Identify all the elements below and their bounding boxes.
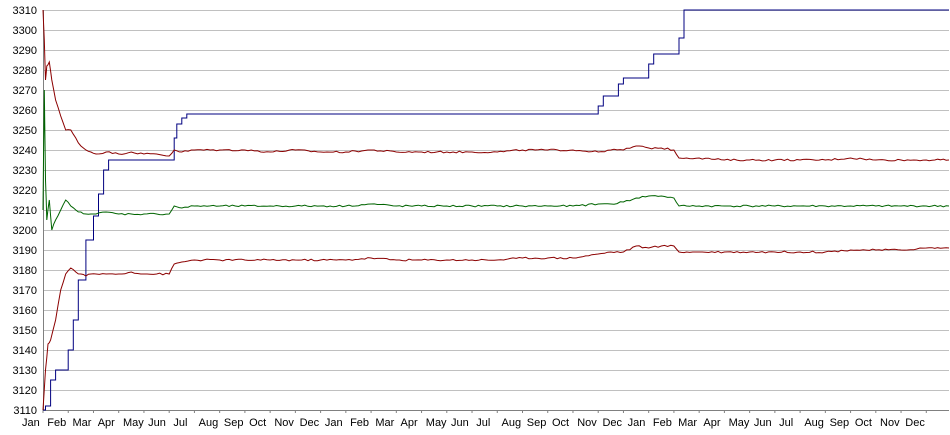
x-tick-label: Jun bbox=[148, 417, 166, 429]
x-tick-label: Feb bbox=[350, 417, 369, 429]
y-tick-label: 3110 bbox=[13, 405, 37, 417]
x-tick-label: May bbox=[123, 417, 144, 429]
x-tick-label: Aug bbox=[199, 417, 219, 429]
x-tick-label: Sep bbox=[527, 417, 547, 429]
x-tick-label: Apr bbox=[703, 417, 720, 429]
y-tick-label: 3310 bbox=[13, 5, 37, 17]
x-tick-label: Jan bbox=[22, 417, 40, 429]
x-tick-label: Apr bbox=[401, 417, 418, 429]
x-tick-label: Dec bbox=[300, 417, 320, 429]
y-tick-label: 3120 bbox=[13, 385, 37, 397]
y-tick-label: 3160 bbox=[13, 305, 37, 317]
y-tick-label: 3240 bbox=[13, 145, 37, 157]
x-tick-label: Jan bbox=[325, 417, 343, 429]
x-tick-label: Jul bbox=[476, 417, 490, 429]
y-tick-label: 3230 bbox=[13, 165, 37, 177]
x-tick-label: Mar bbox=[678, 417, 697, 429]
x-tick-label: Apr bbox=[98, 417, 115, 429]
y-tick-label: 3170 bbox=[13, 285, 37, 297]
x-axis: Jan Feb Mar Apr May Jun Jul Aug Sep Oct Nov Dec Jan F… bbox=[22, 410, 949, 429]
x-tick-label: Jul bbox=[173, 417, 187, 429]
x-tick-label: Jun bbox=[754, 417, 772, 429]
x-tick-label: Jul bbox=[779, 417, 793, 429]
y-tick-label: 3200 bbox=[13, 225, 37, 237]
x-tick-label: Dec bbox=[905, 417, 925, 429]
y-tick-label: 3180 bbox=[13, 265, 37, 277]
x-tick-label: Jun bbox=[451, 417, 469, 429]
x-tick-label: Oct bbox=[249, 417, 266, 429]
x-tick-label: Oct bbox=[855, 417, 872, 429]
series-line-1 bbox=[43, 9, 949, 411]
x-tick-label: Mar bbox=[72, 417, 91, 429]
series-line-4 bbox=[42, 244, 950, 411]
y-tick-label: 3250 bbox=[13, 125, 37, 137]
x-tick-label: Sep bbox=[224, 417, 244, 429]
y-tick-label: 3290 bbox=[13, 45, 37, 57]
y-axis: 3110 3120 3130 3140 3150 3160 3170 3180 3190 3200… bbox=[13, 5, 44, 417]
x-tick-label: Oct bbox=[552, 417, 569, 429]
series-line-3 bbox=[42, 89, 950, 231]
x-tick-label: Feb bbox=[653, 417, 672, 429]
x-tick-label: Sep bbox=[830, 417, 850, 429]
y-tick-label: 3270 bbox=[13, 85, 37, 97]
x-tick-label: Feb bbox=[47, 417, 66, 429]
y-tick-label: 3260 bbox=[13, 105, 37, 117]
y-tick-label: 3140 bbox=[13, 345, 37, 357]
x-tick-label: Mar bbox=[375, 417, 394, 429]
x-tick-label: May bbox=[729, 417, 750, 429]
y-tick-label: 3300 bbox=[13, 25, 37, 37]
x-tick-label: Nov bbox=[880, 417, 900, 429]
x-tick-label: May bbox=[426, 417, 447, 429]
y-tick-label: 3190 bbox=[13, 245, 37, 257]
y-tick-label: 3150 bbox=[13, 325, 37, 337]
gridlines bbox=[43, 10, 949, 411]
y-tick-label: 3280 bbox=[13, 65, 37, 77]
y-tick-label: 3130 bbox=[13, 365, 37, 377]
x-tick-label: Aug bbox=[804, 417, 824, 429]
x-tick-label: Aug bbox=[501, 417, 521, 429]
x-tick-label: Jan bbox=[628, 417, 646, 429]
y-tick-label: 3210 bbox=[13, 205, 37, 217]
x-tick-label: Nov bbox=[274, 417, 294, 429]
series-line-2 bbox=[42, 9, 950, 162]
y-tick-label: 3220 bbox=[13, 185, 37, 197]
x-tick-label: Dec bbox=[602, 417, 622, 429]
x-tick-label: Nov bbox=[577, 417, 597, 429]
plot-area bbox=[42, 9, 950, 411]
